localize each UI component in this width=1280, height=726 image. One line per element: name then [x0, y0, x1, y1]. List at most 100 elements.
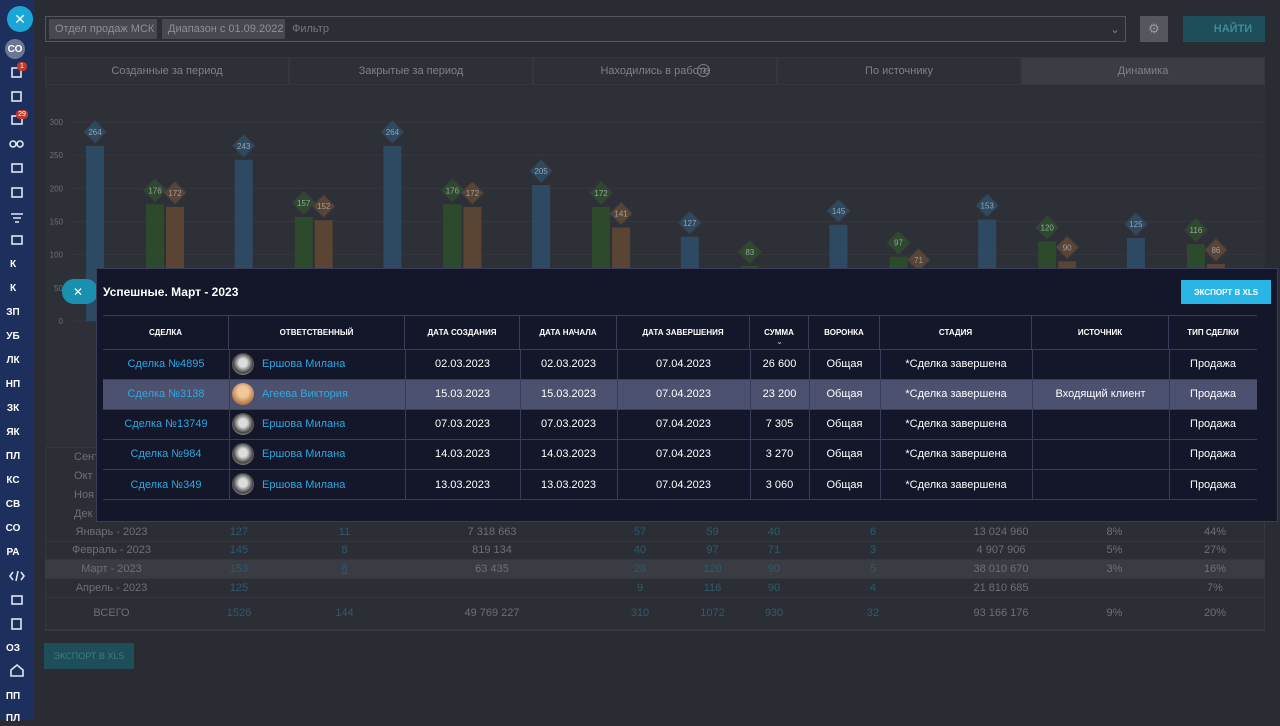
sidebar-item[interactable]: ЯК [6, 426, 20, 438]
summary-cell[interactable]: 59 [706, 526, 719, 538]
deal-link[interactable]: Сделка №4895 [127, 358, 205, 370]
summary-cell[interactable]: 71 [767, 544, 781, 556]
sidebar-item[interactable]: СО [5, 522, 21, 534]
deal-link[interactable]: Сделка №984 [130, 448, 202, 460]
summary-cell[interactable]: 90 [767, 582, 781, 594]
summary-cell[interactable]: 6 [869, 526, 877, 538]
responsible-link[interactable]: Агеева Виктория [262, 388, 348, 400]
summary-row-line [45, 597, 1265, 598]
modal-close[interactable]: ✕ [62, 279, 98, 304]
settings-button[interactable]: ⚙ [1140, 16, 1168, 42]
value-badge [162, 180, 188, 205]
tab[interactable]: Закрытые за период [289, 57, 533, 85]
summary-cell[interactable]: 5 [869, 563, 877, 575]
sidebar-item[interactable]: ЛК [6, 354, 20, 366]
summary-cell[interactable]: 310 [630, 607, 650, 619]
cell-divider [809, 349, 810, 379]
sidebar-item[interactable]: КС [6, 474, 20, 486]
responsible-link[interactable]: Ершова Милана [262, 478, 346, 491]
summary-cell[interactable]: 145 [229, 544, 249, 556]
tab[interactable]: Динамика [1021, 57, 1265, 85]
summary-cell[interactable]: 153 [229, 563, 249, 575]
cell-divider [809, 379, 810, 409]
value-label: 83 [745, 248, 754, 257]
summary-cell[interactable]: 1526 [226, 607, 252, 619]
responsible-link[interactable]: Ершова Милана [262, 448, 346, 460]
summary-cell[interactable]: 116 [703, 582, 722, 594]
sidebar-item[interactable]: ПЛ [5, 712, 21, 724]
value-badge [1035, 215, 1060, 240]
table-cell: *Сделка завершена [905, 388, 1007, 400]
table-cell: Продажа [1190, 388, 1236, 400]
sidebar-item[interactable]: УБ [6, 330, 20, 342]
filter-tag[interactable]: Диапазон с 01.09.2022 [162, 19, 285, 39]
sidebar-item[interactable]: СВ [5, 498, 21, 510]
filter-input[interactable]: Фильтр [292, 23, 329, 35]
sidebar-item[interactable]: ПП [5, 690, 21, 702]
summary-cell[interactable]: 8 [341, 544, 348, 556]
cell-divider [1169, 439, 1170, 469]
responsible-link[interactable]: Ершова Милана [262, 358, 346, 370]
summary-cell[interactable]: 9 [636, 582, 644, 594]
find-button[interactable]: НАЙТИ [1183, 16, 1265, 42]
sidebar-item[interactable]: К [9, 258, 17, 270]
summary-cell[interactable]: 120 [703, 563, 722, 575]
summary-cell[interactable]: 90 [767, 563, 781, 575]
y-tick-label: 300 [50, 118, 64, 127]
summary-cell[interactable]: 11 [338, 526, 351, 538]
export-button[interactable]: ЭКСПОРТ В XLS [44, 643, 134, 669]
summary-cell: 3% [1106, 563, 1123, 575]
value-badge [440, 178, 465, 203]
tab[interactable]: Находились в работе [533, 57, 777, 85]
summary-cell: 20% [1203, 607, 1227, 619]
summary-cell[interactable]: 930 [764, 607, 784, 619]
summary-cell[interactable]: 1072 [700, 607, 725, 619]
summary-row-line [45, 541, 1265, 542]
avatar [232, 383, 254, 405]
cell-divider [809, 409, 810, 439]
summary-cell[interactable]: 97 [706, 544, 719, 556]
cell-divider [617, 349, 618, 379]
close-button[interactable]: ✕ [7, 6, 33, 32]
table-cell: Общая [826, 418, 863, 430]
summary-cell[interactable]: 8 [341, 563, 348, 575]
cell-divider [809, 469, 810, 500]
sidebar-item[interactable]: К [9, 282, 17, 294]
row-label: Январь - 2023 [75, 526, 148, 538]
deal-link[interactable]: Сделка №349 [130, 478, 202, 491]
tab[interactable]: По источнику [777, 57, 1021, 85]
value-badge [291, 190, 316, 215]
summary-cell[interactable]: 4 [869, 582, 877, 594]
responsible-link[interactable]: Ершова Милана [262, 418, 346, 430]
cell-divider [520, 469, 521, 500]
badge: 29 [16, 110, 28, 119]
sidebar-item[interactable]: ЗК [6, 402, 20, 414]
avatar [232, 443, 254, 465]
cell-divider [750, 439, 751, 469]
sidebar-item[interactable]: ЗП [6, 306, 20, 318]
cell-divider [1032, 349, 1033, 379]
summary-cell: 5% [1106, 544, 1123, 556]
deal-link[interactable]: Сделка №13749 [124, 418, 208, 430]
sidebar-item[interactable]: ПЛ [5, 450, 21, 462]
summary-cell[interactable]: 3 [869, 544, 877, 556]
summary-cell[interactable]: 32 [866, 607, 880, 619]
deal-link[interactable]: Сделка №3138 [127, 388, 205, 400]
column-header: СДЕЛКА [103, 316, 229, 349]
summary-cell[interactable]: 144 [335, 607, 354, 619]
summary-cell[interactable]: 40 [767, 526, 781, 538]
sidebar-item[interactable]: НП [5, 378, 21, 390]
sidebar-item[interactable]: ОЗ [5, 642, 21, 654]
modal-export-button[interactable]: ЭКСПОРТ В XLS [1181, 280, 1271, 304]
value-label: 86 [1211, 246, 1220, 255]
avatar [232, 473, 254, 495]
summary-cell[interactable]: 125 [229, 582, 249, 594]
summary-cell[interactable]: 40 [633, 544, 647, 556]
summary-cell[interactable]: 28 [633, 563, 647, 575]
sidebar-item[interactable]: РА [6, 546, 20, 558]
tab[interactable]: Созданные за период [45, 57, 289, 85]
summary-cell[interactable]: 127 [229, 526, 249, 538]
summary-cell[interactable]: 57 [633, 526, 647, 538]
table-cell: 14.03.2023 [540, 448, 597, 460]
filter-tag[interactable]: Отдел продаж МСК [49, 19, 157, 39]
